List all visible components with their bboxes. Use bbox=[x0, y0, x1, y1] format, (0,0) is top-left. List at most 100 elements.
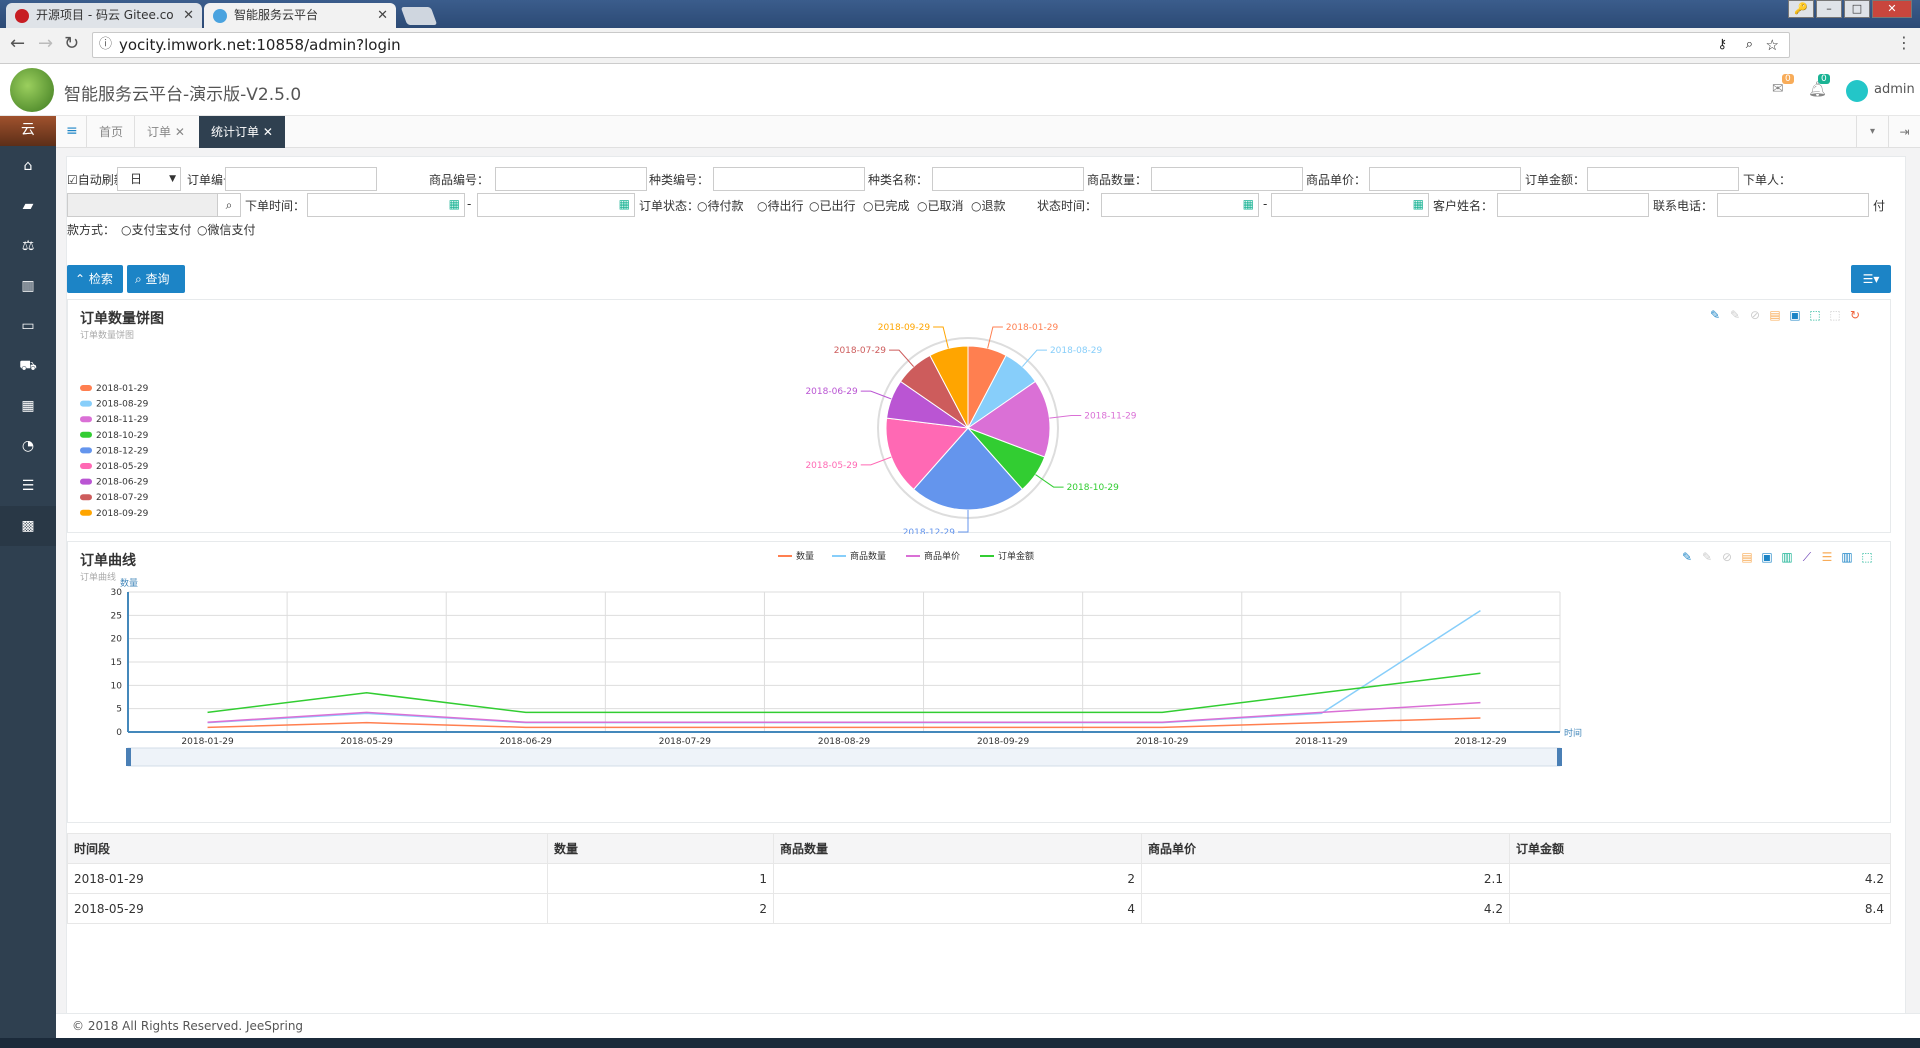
status-radio-refund[interactable]: ○退款 bbox=[971, 199, 1006, 213]
balance-icon[interactable]: ⚖ bbox=[21, 238, 35, 254]
cart-icon[interactable]: ⛟ bbox=[19, 358, 37, 374]
bar-chart-icon[interactable]: ▥ bbox=[1781, 550, 1793, 564]
refresh-icon[interactable]: ↻ bbox=[1849, 308, 1861, 322]
order-time-end-input[interactable]: ▦ bbox=[477, 193, 635, 217]
star-icon[interactable]: ☆ bbox=[1765, 36, 1779, 54]
pie-slice bbox=[929, 345, 969, 429]
minimize-button[interactable]: – bbox=[1816, 0, 1842, 18]
new-tab-button[interactable] bbox=[400, 7, 438, 25]
map-icon[interactable]: ▰ bbox=[22, 198, 34, 214]
search-toggle-button[interactable]: ⌃ 检索 bbox=[67, 265, 123, 293]
reload-icon[interactable]: ↻ bbox=[64, 33, 80, 54]
tab-order[interactable]: 订单 ✕ bbox=[134, 116, 197, 148]
calendar-icon[interactable]: ▦ bbox=[1412, 197, 1424, 211]
type-name-input[interactable] bbox=[932, 167, 1084, 191]
menu-dots-icon[interactable]: ⋮ bbox=[1896, 33, 1912, 52]
data-view-icon[interactable]: ▤ bbox=[1769, 308, 1781, 322]
save-icon[interactable]: ▣ bbox=[1789, 308, 1801, 322]
tiled-icon[interactable]: ▥ bbox=[1841, 550, 1853, 564]
mark-icon[interactable]: ✎ bbox=[1681, 550, 1693, 564]
status-radio-done[interactable]: ○已完成 bbox=[863, 199, 910, 213]
pay-radio-wechat[interactable]: ○微信支付 bbox=[197, 223, 256, 237]
home-icon[interactable]: ⌂ bbox=[23, 158, 33, 174]
mark-icon[interactable]: ✎ bbox=[1709, 308, 1721, 322]
calendar-icon[interactable]: ▦ bbox=[1242, 197, 1254, 211]
username[interactable]: admin bbox=[1874, 82, 1915, 97]
calendar-icon[interactable]: ▦ bbox=[448, 197, 460, 211]
key-icon[interactable]: 🔑 bbox=[1788, 0, 1814, 18]
browser-tab-gitee[interactable]: 开源项目 - 码云 Gitee.co ✕ bbox=[6, 3, 202, 28]
save-icon[interactable]: ▣ bbox=[1761, 550, 1773, 564]
zoom-reset-icon[interactable]: ⬚ bbox=[1829, 308, 1841, 322]
order-no-input[interactable] bbox=[225, 167, 377, 191]
y-tick-label: 25 bbox=[111, 611, 122, 621]
status-radio-cancelled[interactable]: ○已取消 bbox=[917, 199, 964, 213]
zoom-icon[interactable]: ⬚ bbox=[1809, 308, 1821, 322]
columns-menu-button[interactable]: ☰▾ bbox=[1851, 265, 1891, 293]
database-icon[interactable]: ☰ bbox=[21, 478, 35, 494]
column-header[interactable]: 数量 bbox=[547, 833, 774, 864]
forward-arrow-icon[interactable]: → bbox=[38, 33, 54, 54]
close-icon[interactable]: ✕ bbox=[262, 125, 273, 139]
column-header[interactable]: 时间段 bbox=[67, 833, 548, 864]
order-amount-input[interactable] bbox=[1587, 167, 1739, 191]
column-header[interactable]: 订单金额 bbox=[1509, 833, 1891, 864]
desktop-icon[interactable]: ▭ bbox=[21, 318, 35, 334]
avatar[interactable] bbox=[1846, 80, 1868, 102]
status-radio-traveled[interactable]: ○已出行 bbox=[809, 199, 856, 213]
tab-home[interactable]: 首页 bbox=[86, 116, 135, 148]
pay-radio-alipay[interactable]: ○支付宝支付 bbox=[121, 223, 192, 237]
goods-qty-input[interactable] bbox=[1151, 167, 1303, 191]
stack-icon[interactable]: ☰ bbox=[1821, 550, 1833, 564]
status-time-end-input[interactable]: ▦ bbox=[1271, 193, 1429, 217]
phone-input[interactable] bbox=[1717, 193, 1869, 217]
table-row[interactable]: 2018-01-29 1 2 2.1 4.2 bbox=[67, 863, 1891, 894]
chart-icon[interactable]: ▥ bbox=[21, 278, 35, 294]
search-icon[interactable]: ⌕ bbox=[217, 193, 241, 217]
key-icon[interactable]: ⚷ bbox=[1717, 37, 1727, 52]
search-icon: ⌕ bbox=[135, 272, 146, 286]
grid-icon[interactable]: ▦ bbox=[21, 398, 35, 414]
chevron-down-icon[interactable]: ▾ bbox=[1856, 116, 1888, 148]
column-header[interactable]: 商品单价 bbox=[1141, 833, 1510, 864]
status-time-start-input[interactable]: ▦ bbox=[1101, 193, 1259, 217]
mail-icon[interactable]: ✉ bbox=[1772, 81, 1784, 97]
window-close-button[interactable]: ✕ bbox=[1872, 0, 1912, 18]
undo-mark-icon[interactable]: ✎ bbox=[1701, 550, 1713, 564]
column-header[interactable]: 商品数量 bbox=[773, 833, 1142, 864]
status-radio-pending-trip[interactable]: ○待出行 bbox=[757, 199, 804, 213]
tab-order-stats[interactable]: 统计订单 ✕ bbox=[199, 116, 285, 148]
clear-mark-icon[interactable]: ⊘ bbox=[1749, 308, 1761, 322]
logout-icon[interactable]: ⇥ bbox=[1888, 116, 1920, 148]
maximize-button[interactable]: □ bbox=[1844, 0, 1870, 18]
data-view-icon[interactable]: ▤ bbox=[1741, 550, 1753, 564]
close-icon[interactable]: ✕ bbox=[174, 125, 185, 139]
order-time-start-input[interactable]: ▦ bbox=[307, 193, 465, 217]
table-row[interactable]: 2018-05-29 2 4 4.2 8.4 bbox=[67, 893, 1891, 924]
dashboard-icon[interactable]: ◔ bbox=[21, 438, 35, 454]
apps-icon[interactable]: ▩ bbox=[0, 506, 56, 546]
browser-tab-title: 智能服务云平台 bbox=[234, 8, 319, 22]
goods-price-input[interactable] bbox=[1369, 167, 1521, 191]
close-icon[interactable]: ✕ bbox=[377, 8, 388, 23]
undo-mark-icon[interactable]: ✎ bbox=[1729, 308, 1741, 322]
buyer-input[interactable] bbox=[67, 193, 219, 217]
auto-refresh-checkbox[interactable]: ☑自动刷新 bbox=[67, 173, 126, 187]
calendar-icon[interactable]: ▦ bbox=[618, 197, 630, 211]
close-icon[interactable]: ✕ bbox=[183, 8, 194, 23]
customer-name-input[interactable] bbox=[1497, 193, 1649, 217]
query-button[interactable]: ⌕ 查询 bbox=[127, 265, 185, 293]
period-select[interactable]: 日 ▼ bbox=[117, 167, 181, 191]
type-no-input[interactable] bbox=[713, 167, 865, 191]
zoom-icon[interactable]: ⬚ bbox=[1861, 550, 1873, 564]
status-radio-pending-payment[interactable]: ○待付款 bbox=[697, 199, 744, 213]
clear-mark-icon[interactable]: ⊘ bbox=[1721, 550, 1733, 564]
line-chart-icon[interactable]: ⟋ bbox=[1802, 550, 1812, 564]
goods-no-input[interactable] bbox=[495, 167, 647, 191]
bell-icon[interactable]: 🔔︎ bbox=[1808, 80, 1828, 98]
zoom-icon[interactable]: ⌕ bbox=[1745, 37, 1753, 52]
hamburger-icon[interactable]: ≡ bbox=[66, 123, 78, 139]
browser-tab-platform[interactable]: 智能服务云平台 ✕ bbox=[204, 3, 396, 28]
address-bar[interactable]: ⓘ yocity.imwork.net:10858/admin?login ⚷ … bbox=[92, 32, 1790, 58]
back-arrow-icon[interactable]: ← bbox=[10, 33, 26, 54]
